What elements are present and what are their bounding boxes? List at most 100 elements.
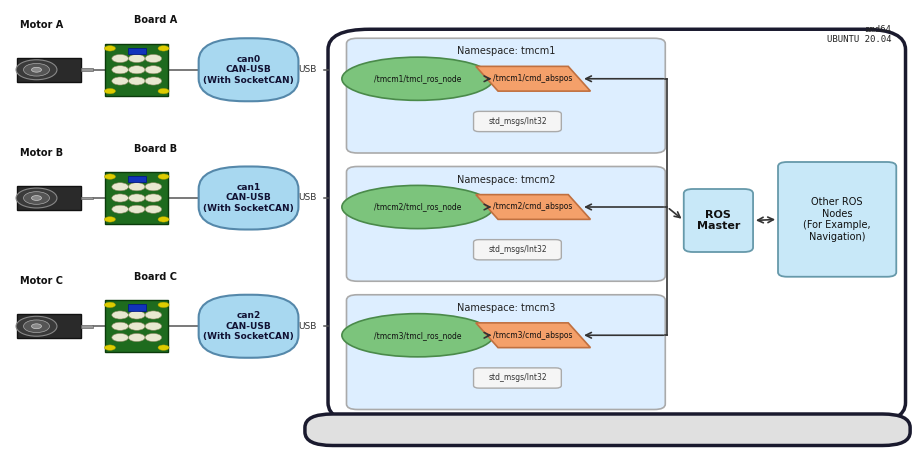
- Text: Motor A: Motor A: [20, 20, 64, 30]
- Circle shape: [145, 333, 162, 342]
- Circle shape: [145, 311, 162, 319]
- Text: Board C: Board C: [134, 272, 176, 282]
- Text: can2
CAN-USB
(With SocketCAN): can2 CAN-USB (With SocketCAN): [203, 311, 294, 341]
- Polygon shape: [476, 323, 590, 347]
- Text: /tmcm2/cmd_abspos: /tmcm2/cmd_abspos: [493, 202, 573, 211]
- Circle shape: [112, 77, 128, 85]
- Circle shape: [128, 66, 145, 74]
- Text: std_msgs/Int32: std_msgs/Int32: [488, 117, 547, 126]
- Ellipse shape: [342, 185, 493, 229]
- Circle shape: [104, 216, 116, 222]
- FancyBboxPatch shape: [346, 166, 665, 281]
- Circle shape: [145, 77, 162, 85]
- Ellipse shape: [342, 57, 493, 100]
- Circle shape: [145, 54, 162, 63]
- Circle shape: [31, 324, 42, 328]
- FancyBboxPatch shape: [328, 29, 906, 423]
- Circle shape: [31, 68, 42, 72]
- Text: ROS
Master: ROS Master: [697, 210, 740, 231]
- Circle shape: [145, 66, 162, 74]
- Circle shape: [16, 316, 57, 336]
- Circle shape: [128, 333, 145, 342]
- Circle shape: [128, 183, 145, 191]
- Text: USB: USB: [298, 65, 317, 74]
- Text: Board B: Board B: [134, 144, 176, 153]
- FancyBboxPatch shape: [474, 239, 562, 260]
- Text: std_msgs/Int32: std_msgs/Int32: [488, 245, 547, 254]
- Circle shape: [112, 205, 128, 213]
- FancyBboxPatch shape: [81, 325, 92, 328]
- Text: Namespace: tmcm1: Namespace: tmcm1: [456, 46, 555, 56]
- Circle shape: [104, 302, 116, 308]
- Circle shape: [128, 54, 145, 63]
- FancyBboxPatch shape: [128, 304, 146, 310]
- Text: /tmcm1/cmd_abspos: /tmcm1/cmd_abspos: [493, 74, 573, 83]
- FancyBboxPatch shape: [684, 189, 753, 252]
- Circle shape: [145, 183, 162, 191]
- FancyBboxPatch shape: [17, 314, 81, 338]
- Text: Namespace: tmcm3: Namespace: tmcm3: [456, 303, 555, 313]
- Circle shape: [112, 322, 128, 330]
- FancyBboxPatch shape: [128, 176, 146, 182]
- Polygon shape: [476, 67, 590, 91]
- Text: Namespace: tmcm2: Namespace: tmcm2: [456, 175, 555, 184]
- Circle shape: [158, 174, 169, 179]
- FancyBboxPatch shape: [474, 368, 562, 388]
- Ellipse shape: [342, 314, 493, 357]
- FancyBboxPatch shape: [81, 68, 92, 71]
- FancyBboxPatch shape: [105, 172, 168, 224]
- FancyBboxPatch shape: [128, 48, 146, 54]
- Circle shape: [104, 174, 116, 179]
- Text: Motor C: Motor C: [20, 276, 64, 286]
- Circle shape: [112, 183, 128, 191]
- Text: amd64
UBUNTU 20.04: amd64 UBUNTU 20.04: [827, 25, 892, 44]
- FancyBboxPatch shape: [17, 186, 81, 210]
- FancyBboxPatch shape: [81, 197, 92, 199]
- Text: Other ROS
Nodes
(For Example,
Navigation): Other ROS Nodes (For Example, Navigation…: [803, 197, 871, 242]
- Circle shape: [31, 196, 42, 200]
- FancyBboxPatch shape: [199, 166, 298, 230]
- FancyBboxPatch shape: [778, 162, 896, 277]
- Polygon shape: [476, 194, 590, 219]
- Circle shape: [158, 216, 169, 222]
- FancyBboxPatch shape: [474, 112, 562, 131]
- Circle shape: [16, 60, 57, 80]
- Circle shape: [104, 46, 116, 51]
- Text: Board A: Board A: [134, 15, 176, 25]
- Circle shape: [145, 322, 162, 330]
- FancyBboxPatch shape: [105, 44, 168, 96]
- Circle shape: [158, 345, 169, 350]
- Text: std_msgs/Int32: std_msgs/Int32: [488, 374, 547, 382]
- Circle shape: [23, 192, 50, 204]
- FancyBboxPatch shape: [305, 414, 910, 446]
- Text: can0
CAN-USB
(With SocketCAN): can0 CAN-USB (With SocketCAN): [203, 55, 294, 85]
- Circle shape: [145, 205, 162, 213]
- Circle shape: [158, 46, 169, 51]
- FancyBboxPatch shape: [346, 295, 665, 410]
- Circle shape: [158, 88, 169, 94]
- Circle shape: [16, 188, 57, 208]
- Circle shape: [145, 194, 162, 202]
- Circle shape: [23, 63, 50, 76]
- Text: USB: USB: [298, 194, 317, 202]
- Circle shape: [128, 311, 145, 319]
- FancyBboxPatch shape: [17, 58, 81, 82]
- Circle shape: [23, 320, 50, 333]
- Text: /tmcm3/tmcl_ros_node: /tmcm3/tmcl_ros_node: [374, 331, 461, 340]
- Circle shape: [112, 333, 128, 342]
- Text: /tmcm2/tmcl_ros_node: /tmcm2/tmcl_ros_node: [374, 202, 461, 211]
- FancyBboxPatch shape: [105, 301, 168, 352]
- Text: can1
CAN-USB
(With SocketCAN): can1 CAN-USB (With SocketCAN): [203, 183, 294, 213]
- FancyBboxPatch shape: [199, 295, 298, 358]
- Circle shape: [128, 322, 145, 330]
- FancyBboxPatch shape: [346, 38, 665, 153]
- Circle shape: [112, 54, 128, 63]
- Text: USB: USB: [298, 322, 317, 331]
- Circle shape: [128, 77, 145, 85]
- Circle shape: [104, 345, 116, 350]
- Circle shape: [104, 88, 116, 94]
- Text: Motor B: Motor B: [20, 148, 64, 158]
- Circle shape: [128, 205, 145, 213]
- FancyBboxPatch shape: [199, 38, 298, 101]
- Circle shape: [128, 194, 145, 202]
